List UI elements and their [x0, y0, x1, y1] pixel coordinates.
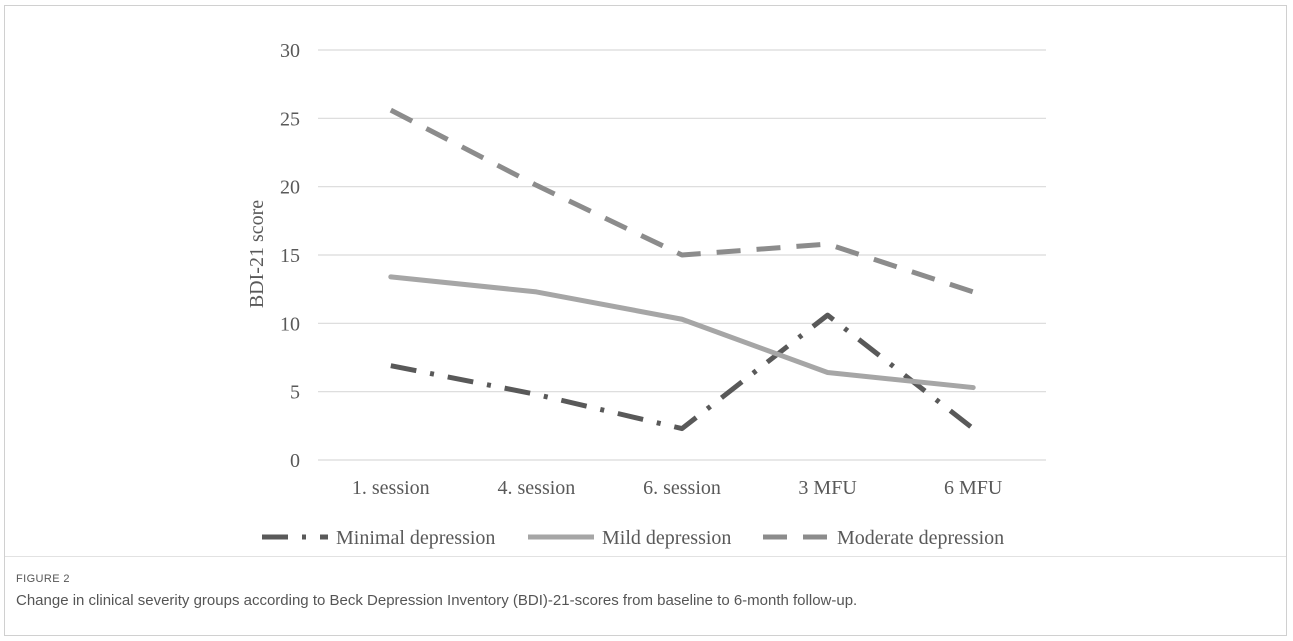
x-tick-label: 4. session — [498, 477, 576, 499]
y-tick-label: 25 — [280, 108, 300, 130]
figure-frame — [4, 5, 1287, 636]
legend-label: Mild depression — [602, 527, 731, 549]
y-tick-label: 30 — [280, 40, 300, 62]
y-tick-label: 5 — [290, 382, 300, 404]
legend-label: Minimal depression — [336, 527, 495, 549]
legend: Minimal depression Mild depression Moderat… — [262, 527, 1004, 549]
y-tick-label: 15 — [280, 245, 300, 267]
x-tick-labels: 1. session 4. session 6. session 3 MFU 6 MFU — [352, 477, 1003, 499]
series-line-minimal-depression — [390, 312, 975, 432]
series-line-moderate-depression — [389, 107, 974, 295]
figure-label: FIGURE 2 — [16, 573, 70, 585]
y-axis-label: BDI-21 score — [246, 200, 268, 308]
y-tick-label: 10 — [280, 313, 300, 335]
y-tick-label: 0 — [290, 450, 300, 472]
legend-label: Moderate depression — [837, 527, 1004, 549]
x-tick-label: 1. session — [352, 477, 430, 499]
grid-lines — [318, 49, 1046, 461]
series-line-mild-depression — [388, 274, 976, 391]
x-tick-label: 6. session — [643, 477, 721, 499]
y-tick-label: 20 — [280, 177, 300, 199]
caption-divider — [5, 556, 1286, 557]
figure-caption: Change in clinical severity groups accor… — [16, 592, 858, 609]
x-tick-label: 6 MFU — [944, 477, 1003, 499]
x-tick-label: 3 MFU — [798, 477, 857, 499]
y-tick-labels: 0 5 10 15 20 25 30 — [280, 40, 300, 472]
series-lines — [388, 107, 976, 432]
line-chart: 0 5 10 15 20 25 30 1. session 4. session 6. sess… — [246, 40, 1046, 549]
